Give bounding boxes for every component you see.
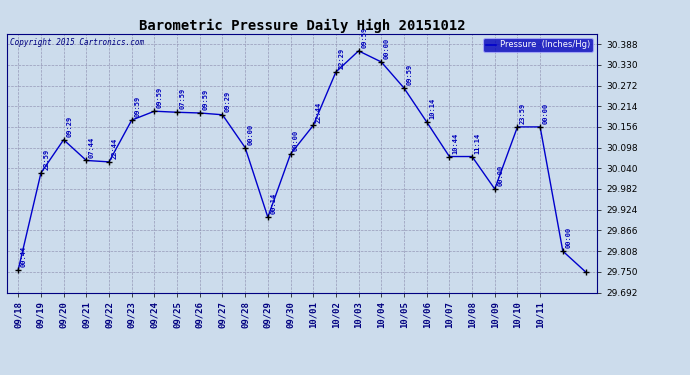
Text: 07:44: 07:44 — [89, 136, 95, 158]
Text: 00:00: 00:00 — [542, 103, 549, 124]
Text: 22:44: 22:44 — [316, 102, 322, 123]
Text: 00:44: 00:44 — [21, 246, 27, 267]
Text: 22:59: 22:59 — [43, 149, 50, 170]
Text: 09:59: 09:59 — [361, 27, 367, 48]
Text: 09:29: 09:29 — [225, 91, 231, 112]
Legend: Pressure  (Inches/Hg): Pressure (Inches/Hg) — [483, 38, 593, 52]
Text: 09:59: 09:59 — [135, 96, 140, 117]
Text: 07:59: 07:59 — [179, 88, 186, 110]
Text: 10:44: 10:44 — [452, 132, 458, 154]
Text: 00:00: 00:00 — [565, 227, 571, 248]
Text: 00:00: 00:00 — [293, 130, 299, 151]
Text: 11:14: 11:14 — [475, 132, 481, 154]
Text: 09:59: 09:59 — [157, 87, 163, 108]
Title: Barometric Pressure Daily High 20151012: Barometric Pressure Daily High 20151012 — [139, 18, 465, 33]
Text: 00:00: 00:00 — [384, 38, 390, 59]
Text: 09:29: 09:29 — [66, 116, 72, 137]
Text: 00:00: 00:00 — [248, 124, 254, 145]
Text: 00:14: 00:14 — [270, 193, 277, 214]
Text: Copyright 2015 Cartronics.com: Copyright 2015 Cartronics.com — [10, 38, 144, 46]
Text: 09:59: 09:59 — [202, 89, 208, 110]
Text: 22:44: 22:44 — [112, 138, 117, 159]
Text: 10:14: 10:14 — [429, 98, 435, 119]
Text: 23:59: 23:59 — [520, 103, 526, 124]
Text: 00:00: 00:00 — [497, 165, 503, 186]
Text: 22:29: 22:29 — [339, 48, 344, 69]
Text: 09:59: 09:59 — [406, 64, 413, 85]
